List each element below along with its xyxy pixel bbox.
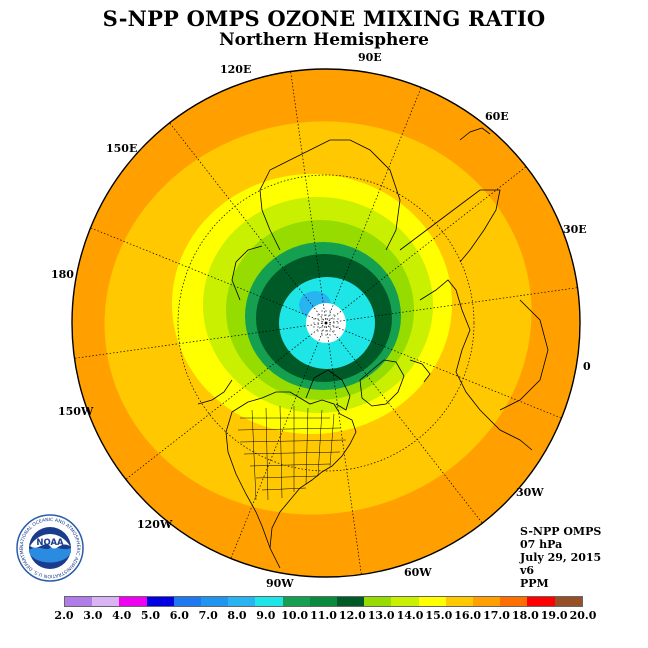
colorbar-tick-label: 18.0 xyxy=(511,609,539,622)
colorbar-segment xyxy=(364,597,392,606)
chart-subtitle: Northern Hemisphere xyxy=(219,30,429,50)
colorbar-segment xyxy=(418,597,446,606)
europe-coast xyxy=(419,279,533,451)
meridian-line xyxy=(325,166,527,324)
state-border-rows xyxy=(237,417,347,491)
asia-coast xyxy=(259,139,401,251)
meridian-line xyxy=(325,322,483,524)
colorbar-segment xyxy=(445,597,474,606)
colorbar-segment xyxy=(309,597,338,606)
colorbar-tick-label: 9.0 xyxy=(256,609,276,622)
lon-label-120w: 120W xyxy=(137,518,173,531)
colorbar-tick-label: 4.0 xyxy=(112,609,132,622)
colorbar-tick-label: 5.0 xyxy=(140,609,161,622)
hudson-bay xyxy=(305,369,351,411)
alaska-coast xyxy=(197,379,233,405)
info-date: July 29, 2015 xyxy=(520,551,602,564)
colorbar-tick-label: 8.0 xyxy=(227,609,247,622)
colorbar-segment xyxy=(201,597,229,606)
state-borders xyxy=(237,405,347,501)
arabian-coast xyxy=(399,189,501,263)
ozone-field xyxy=(72,69,580,577)
graticule xyxy=(74,71,578,575)
colorbar-segment xyxy=(554,597,582,606)
noaa-ring-text: NATIONAL OCEANIC AND ATMOSPHERIC ADMINIS… xyxy=(0,0,81,579)
meridian-line xyxy=(169,122,327,324)
meridian-line xyxy=(74,322,327,359)
colorbar-segment xyxy=(65,597,93,606)
info-pressure-level: 07 hPa xyxy=(520,538,563,551)
chart-title: S-NPP OMPS OZONE MIXING RATIO xyxy=(102,6,546,31)
colorbar-tick-label: 6.0 xyxy=(169,609,189,622)
lon-label-150e: 150E xyxy=(106,142,138,155)
colorbar-tick-label: 2.0 xyxy=(54,609,74,622)
coast-fragment xyxy=(459,127,491,141)
colorbar-tick-label: 12.0 xyxy=(338,609,366,622)
colorbar-segment xyxy=(173,597,202,606)
colorbar-segment xyxy=(255,597,283,606)
lon-label-150w: 150W xyxy=(58,405,94,418)
lon-label-30w: 30W xyxy=(516,486,544,499)
meridian-line xyxy=(325,322,362,575)
colorbar-tick-label: 19.0 xyxy=(540,609,568,622)
coastlines xyxy=(197,127,549,569)
lon-label-30e: 30E xyxy=(563,223,587,236)
meridian-line xyxy=(325,87,422,324)
colorbar-segment xyxy=(92,597,120,606)
noaa-logo-text: NOAA xyxy=(36,538,64,548)
meridian-line xyxy=(90,227,327,324)
colorbar-tick-label: 7.0 xyxy=(198,609,218,622)
bering-coast xyxy=(231,245,263,301)
colorbar-tick-label: 10.0 xyxy=(281,609,309,622)
iceland xyxy=(409,359,431,383)
colorbar-tick-label: 13.0 xyxy=(367,609,395,622)
colorbar-tick-label: 3.0 xyxy=(83,609,103,622)
meridian-line xyxy=(325,322,562,419)
info-version: v6 xyxy=(520,564,535,577)
info-instrument: S-NPP OMPS xyxy=(520,525,602,538)
colorbar-tick-label: 20.0 xyxy=(569,609,597,622)
lon-label-60e: 60E xyxy=(485,110,509,123)
colorbar-segment xyxy=(282,597,310,606)
north-america-east-coast xyxy=(231,391,357,569)
colorbar-segment xyxy=(119,597,147,606)
greenland xyxy=(359,359,405,407)
lon-label-0: 0 xyxy=(583,360,591,373)
colorbar-tick-label: 16.0 xyxy=(454,609,482,622)
lon-label-90w: 90W xyxy=(266,577,294,590)
meridian-line xyxy=(325,287,578,324)
lon-label-180: 180 xyxy=(51,268,74,281)
meridian-line xyxy=(125,322,327,480)
meridian-line xyxy=(230,322,327,559)
colorbar-tick-label: 11.0 xyxy=(310,609,337,622)
info-units: PPM xyxy=(520,577,549,590)
lon-label-60w: 60W xyxy=(404,566,432,579)
colorbar-segment xyxy=(527,597,555,606)
africa-coast xyxy=(499,299,549,411)
noaa-logo-wave xyxy=(29,546,71,563)
colorbar-tick-label: 15.0 xyxy=(425,609,453,622)
north-america-west-coast xyxy=(225,411,271,549)
colorbar-segment xyxy=(337,597,365,606)
meridian-line xyxy=(290,71,327,324)
colorbar-tick-label: 17.0 xyxy=(483,609,510,622)
colorbar xyxy=(64,596,583,607)
noaa-logo: NATIONAL OCEANIC AND ATMOSPHERIC ADMINIS… xyxy=(0,0,84,582)
noaa-logo-bird xyxy=(30,534,70,549)
colorbar-segment xyxy=(500,597,528,606)
lon-label-90e: 90E xyxy=(358,51,382,64)
latitude-circle-30n xyxy=(177,174,475,472)
colorbar-segment xyxy=(228,597,256,606)
colorbar-segment xyxy=(391,597,419,606)
colorbar-tick-label: 14.0 xyxy=(396,609,424,622)
state-border-columns xyxy=(251,405,335,501)
map-border xyxy=(71,68,581,578)
colorbar-segment xyxy=(146,597,174,606)
colorbar-segment xyxy=(473,597,501,606)
lon-label-120e: 120E xyxy=(220,63,252,76)
info-block: S-NPP OMPS 07 hPa July 29, 2015 v6 PPM xyxy=(520,525,601,590)
